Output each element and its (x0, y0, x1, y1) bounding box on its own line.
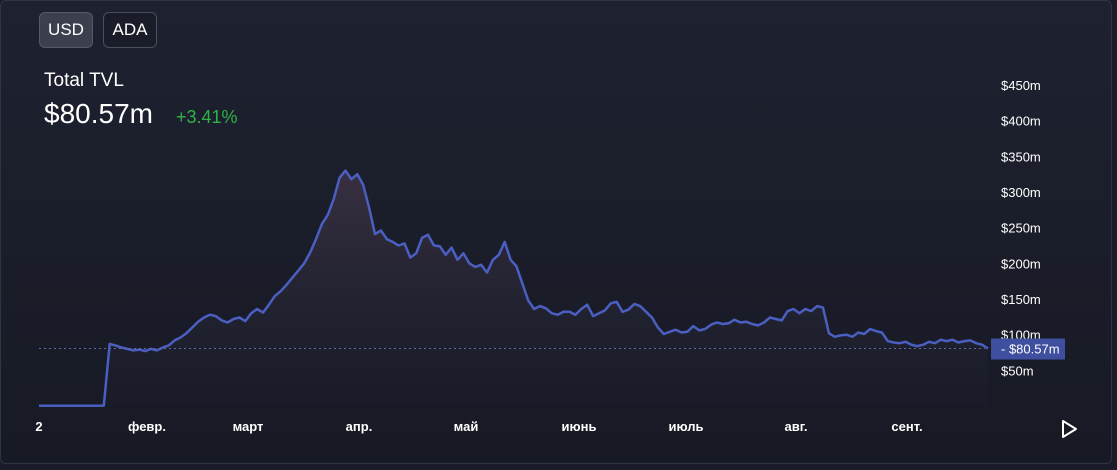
y-tick-label: $450m (1001, 78, 1041, 93)
y-tick-label: $150m (1001, 292, 1041, 307)
x-tick-label: февр. (128, 419, 166, 434)
y-tick-label: $50m (1001, 363, 1034, 378)
current-value-label: - $80.57m (1001, 342, 1060, 357)
tvl-change: +3.41% (176, 107, 238, 127)
usd-toggle-button[interactable]: USD (39, 12, 93, 48)
x-tick-label: апр. (346, 419, 373, 434)
x-tick-label: июль (668, 419, 703, 434)
chart-title: Total TVL (44, 70, 124, 91)
x-tick-label: сент. (891, 419, 922, 434)
x-tick-label: март (233, 419, 264, 434)
x-tick-label: 2 (35, 419, 42, 434)
x-tick-label: июнь (562, 419, 597, 434)
y-tick-label: $200m (1001, 256, 1041, 271)
current-value-badge (991, 338, 1065, 360)
tvl-area-fill (39, 170, 988, 406)
ada-toggle-button[interactable]: ADA (103, 12, 157, 48)
y-tick-label: $350m (1001, 149, 1041, 164)
x-tick-label: май (454, 419, 479, 434)
y-tick-label: $250m (1001, 221, 1041, 236)
tvl-value: $80.57m (44, 98, 153, 129)
y-tick-label: $300m (1001, 185, 1041, 200)
tvl-line (39, 169, 989, 408)
y-tick-label: $400m (1001, 114, 1041, 129)
x-tick-label: авг. (785, 419, 808, 434)
play-icon[interactable] (1058, 418, 1080, 440)
